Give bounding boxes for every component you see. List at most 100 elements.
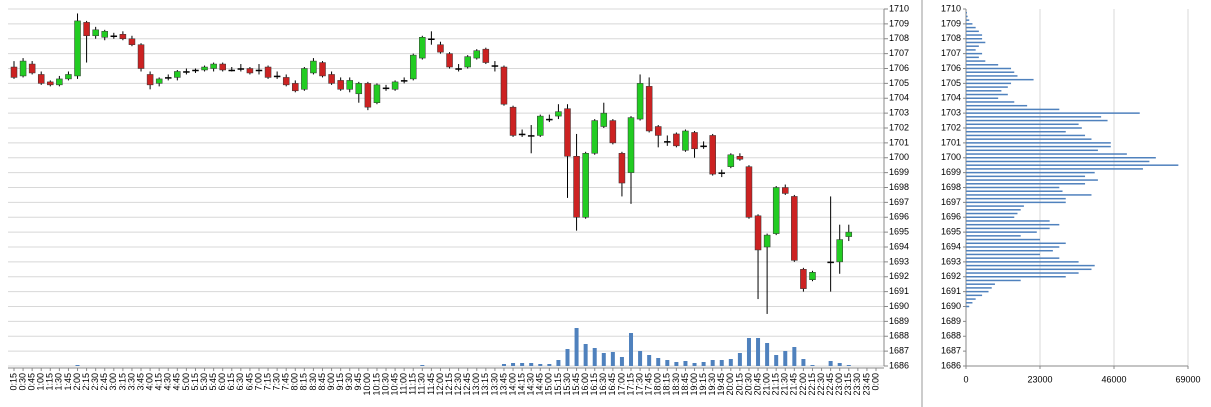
profile-bar	[966, 67, 1012, 70]
x-tick-label: 23:30	[852, 373, 862, 396]
profile-bar	[966, 11, 967, 14]
profile-bar	[966, 104, 1028, 107]
candle-body	[446, 53, 453, 68]
candle-body	[800, 269, 807, 289]
y-tick-label: 1702	[889, 122, 909, 132]
profile-bar	[966, 23, 973, 25]
y-tick-label: 1697	[941, 197, 961, 207]
y-tick-label: 1693	[941, 256, 961, 266]
x-tick-label: 13:15	[480, 373, 490, 396]
x-tick-label: 8:30	[308, 373, 318, 391]
x-tick-label: 12:00	[435, 373, 445, 396]
candle-body	[582, 153, 589, 218]
x-tick-label: 4:15	[154, 373, 164, 391]
y-tick-label: 1687	[889, 346, 909, 356]
profile-bar	[966, 205, 1024, 207]
x-tick-label: 1:00	[36, 373, 46, 391]
profile-bar	[966, 257, 1060, 259]
volume-bar	[719, 360, 724, 366]
candle-body	[83, 22, 90, 37]
volume-bar	[501, 364, 506, 366]
volume-bar	[556, 360, 561, 366]
profile-bar	[966, 238, 1040, 241]
candle-body	[627, 117, 635, 173]
y-tick-label: 1702	[941, 122, 961, 132]
volume-bar	[710, 360, 715, 366]
x-tick-label: 22:15	[807, 373, 817, 396]
profile-bar	[966, 164, 1179, 166]
profile-bar	[966, 209, 1021, 211]
x-tick-label: 4:45	[172, 373, 182, 391]
x-tick-label: 11:15	[408, 373, 418, 395]
profile-bar	[966, 305, 970, 308]
x-tick-label: 19:45	[716, 373, 726, 396]
x-tick-label: 7:15	[262, 373, 272, 391]
x-tick-label: 22:00	[798, 373, 808, 396]
candle-body	[727, 154, 735, 167]
candle-body	[337, 80, 344, 90]
volume-bar	[547, 364, 552, 366]
x-tick-label: 5:30	[199, 373, 209, 391]
candle-body	[763, 234, 771, 248]
profile-bar	[966, 34, 983, 36]
y-tick-label: 1688	[889, 331, 909, 341]
x-tick-label: 0:30	[17, 373, 27, 391]
x-tick-label: 14:00	[507, 373, 517, 396]
candle-body	[845, 231, 853, 237]
candle-body	[736, 156, 744, 160]
volume-bar	[574, 328, 579, 366]
candle-body	[292, 83, 299, 92]
profile-bar	[966, 190, 1063, 192]
profile-bar	[966, 290, 989, 293]
x-tick-label: 16:45	[607, 373, 617, 396]
x-tick-label: 1:15	[45, 373, 55, 391]
profile-bar	[966, 283, 995, 285]
y-tick-label: 1688	[941, 331, 961, 341]
x-tick-label: 17:15	[625, 373, 635, 396]
volume-bar	[765, 343, 770, 366]
y-tick-label: 1693	[889, 256, 909, 266]
x-tick-label: 46000	[1101, 374, 1126, 384]
x-tick-label: 6:00	[217, 373, 227, 391]
volume-bar	[520, 363, 525, 366]
x-tick-label: 16:30	[598, 373, 608, 396]
x-tick-label: 69000	[1175, 374, 1200, 384]
x-tick-label: 1:30	[54, 373, 64, 391]
y-tick-label: 1706	[941, 63, 961, 73]
x-tick-label: 23000	[1027, 374, 1052, 384]
x-tick-label: 10:30	[380, 373, 390, 396]
candle-body	[364, 83, 372, 108]
volume-bar	[792, 347, 797, 366]
volume-bar	[592, 348, 597, 366]
profile-bar	[966, 149, 1098, 152]
candle-body	[128, 38, 136, 45]
candle-body	[455, 68, 462, 70]
candle-body	[92, 29, 99, 37]
candle-body	[37, 74, 45, 84]
candle-body	[645, 86, 653, 132]
volume-bar	[692, 363, 697, 366]
profile-bar	[966, 123, 1079, 126]
candle-body	[19, 60, 27, 77]
x-tick-label: 2:00	[72, 373, 82, 391]
volume-bar	[565, 349, 570, 366]
candle-body	[464, 56, 471, 68]
x-tick-label: 14:15	[517, 373, 527, 396]
candle-body	[428, 38, 435, 40]
volume-bar	[529, 363, 534, 366]
profile-bar	[966, 15, 968, 18]
x-tick-label: 17:30	[634, 373, 644, 396]
profile-bar	[966, 287, 992, 289]
profile-bar	[966, 160, 1150, 163]
volume-bar	[737, 353, 742, 366]
candle-body	[827, 261, 834, 264]
candle-body	[110, 35, 118, 38]
profile-bar	[966, 249, 1053, 252]
x-tick-label: 0:45	[27, 373, 37, 391]
x-tick-label: 15:30	[562, 373, 572, 396]
candle-body	[654, 126, 662, 136]
candle-body	[409, 54, 417, 80]
x-tick-label: 13:30	[489, 373, 499, 396]
candle-body	[101, 31, 108, 38]
x-tick-label: 9:45	[353, 373, 363, 391]
